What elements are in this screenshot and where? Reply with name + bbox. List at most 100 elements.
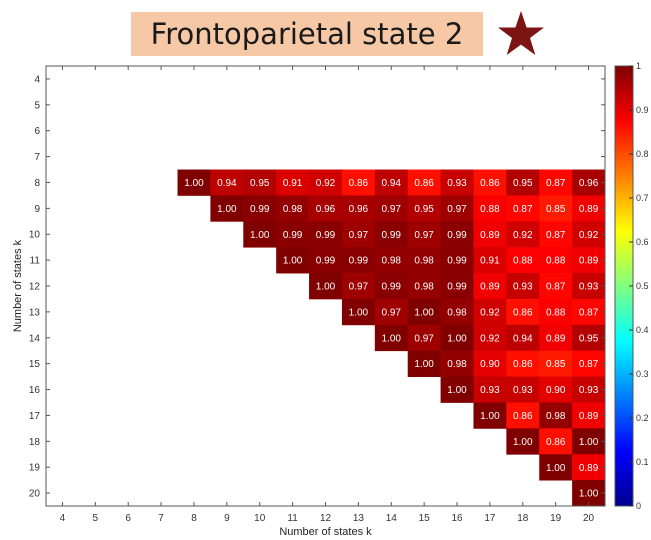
cell-value-label: 1.00 <box>349 307 369 318</box>
cell-value-label: 0.99 <box>447 256 467 267</box>
cell-value-label: 0.97 <box>414 230 434 241</box>
cell-value-label: 0.85 <box>546 204 566 215</box>
cell-value-label: 0.99 <box>382 230 402 241</box>
cell-value-label: 0.97 <box>414 333 434 344</box>
heatmap-cell <box>473 402 507 429</box>
heatmap-cell <box>473 350 507 377</box>
colorbar-tick-label: 0.6 <box>636 237 649 247</box>
cell-value-label: 0.91 <box>480 256 500 267</box>
heatmap-cell <box>539 247 573 274</box>
cell-value-label: 0.93 <box>579 385 599 396</box>
heatmap-cell <box>407 350 441 377</box>
cell-value-label: 0.86 <box>513 307 533 318</box>
cell-value-label: 0.95 <box>513 178 533 189</box>
heatmap-cell <box>572 454 606 481</box>
heatmap-cell <box>276 169 310 196</box>
heatmap-cell <box>440 376 474 403</box>
heatmap-cell <box>506 350 540 377</box>
heatmap-cell <box>539 221 573 248</box>
heatmap-cell <box>341 298 376 326</box>
heatmap-cell <box>407 169 441 196</box>
heatmap-cell <box>572 195 606 222</box>
y-tick-label: 4 <box>34 74 40 85</box>
cell-value-label: 1.00 <box>579 489 599 500</box>
cell-value-label: 0.90 <box>480 359 500 370</box>
y-tick-label: 11 <box>30 256 41 267</box>
x-tick-label: 9 <box>224 513 230 524</box>
cell-value-label: 0.99 <box>283 230 303 241</box>
x-tick-label: 11 <box>287 513 298 524</box>
heatmap-cell <box>341 221 376 248</box>
heatmap-cell <box>539 169 573 196</box>
heatmap-cell <box>309 169 343 196</box>
colorbar-tick-label: 1 <box>636 61 641 71</box>
heatmap-cell <box>309 221 343 248</box>
cell-value-label: 0.92 <box>316 178 336 189</box>
heatmap-cell <box>539 402 573 429</box>
colorbar-tick-label: 0.7 <box>636 193 649 203</box>
x-tick-label: 20 <box>583 513 595 524</box>
cell-value-label: 1.00 <box>184 178 204 189</box>
x-tick-label: 5 <box>93 513 99 524</box>
y-axis-label: Number of states k <box>12 239 24 332</box>
star-icon-shape <box>498 11 544 55</box>
heatmap-cell <box>341 247 376 274</box>
y-tick-label: 18 <box>29 437 41 448</box>
cell-value-label: 0.97 <box>349 230 369 241</box>
heatmap-cell <box>309 247 343 274</box>
cell-value-label: 0.98 <box>382 256 402 267</box>
cell-value-label: 0.97 <box>382 307 402 318</box>
cell-value-label: 0.93 <box>480 385 500 396</box>
y-tick-label: 20 <box>29 489 41 500</box>
colorbar-tick-label: 0.4 <box>636 325 649 335</box>
heatmap-cell <box>374 195 409 222</box>
heatmap-cell <box>407 195 441 222</box>
heatmap-cell <box>374 298 409 326</box>
cell-value-label: 0.99 <box>316 230 336 241</box>
cell-value-label: 0.93 <box>513 385 533 396</box>
cell-value-label: 0.88 <box>480 204 500 215</box>
heatmap-cell <box>506 221 540 248</box>
cell-value-label: 0.86 <box>349 178 369 189</box>
heatmap-cell <box>473 195 507 222</box>
heatmap-cell <box>440 273 474 300</box>
cell-value-label: 1.00 <box>480 411 500 422</box>
cell-value-label: 0.95 <box>414 204 434 215</box>
x-axis-label: Number of states k <box>279 526 372 538</box>
cell-value-label: 0.98 <box>283 204 303 215</box>
heatmap-cell <box>440 169 474 196</box>
heatmap-cell <box>440 298 474 326</box>
cell-value-label: 0.99 <box>316 256 336 267</box>
heatmap-cell <box>539 195 573 222</box>
heatmap-cell <box>572 324 606 352</box>
heatmap-cell <box>473 324 507 352</box>
heatmap-cell <box>243 221 277 248</box>
heatmap-cell <box>276 221 310 248</box>
cell-value-label: 0.87 <box>546 230 566 241</box>
cell-value-label: 0.97 <box>447 204 467 215</box>
cell-value-label: 0.94 <box>217 178 237 189</box>
cell-value-label: 0.96 <box>316 204 336 215</box>
heatmap-cell <box>374 247 409 274</box>
heatmap-cell <box>506 273 540 300</box>
y-tick-label: 12 <box>29 282 41 293</box>
cell-value-label: 0.87 <box>546 282 566 293</box>
heatmap-cell <box>341 195 376 222</box>
cell-value-label: 0.98 <box>414 282 434 293</box>
cell-value-label: 0.86 <box>414 178 434 189</box>
cell-value-label: 0.88 <box>546 307 566 318</box>
x-tick-label: 15 <box>419 513 431 524</box>
heatmap-cell <box>473 247 507 274</box>
heatmap-cell <box>276 247 310 274</box>
heatmap-cell <box>177 169 211 196</box>
cell-value-label: 0.95 <box>579 333 599 344</box>
y-tick-label: 16 <box>29 385 41 396</box>
heatmap-cell <box>473 169 507 196</box>
heatmap-cell <box>374 273 409 300</box>
heatmap-cell <box>539 376 573 403</box>
colorbar-tick-label: 0.8 <box>636 149 649 159</box>
x-tick-label: 14 <box>386 513 398 524</box>
heatmap-cell <box>309 195 343 222</box>
cell-value-label: 0.96 <box>579 178 599 189</box>
